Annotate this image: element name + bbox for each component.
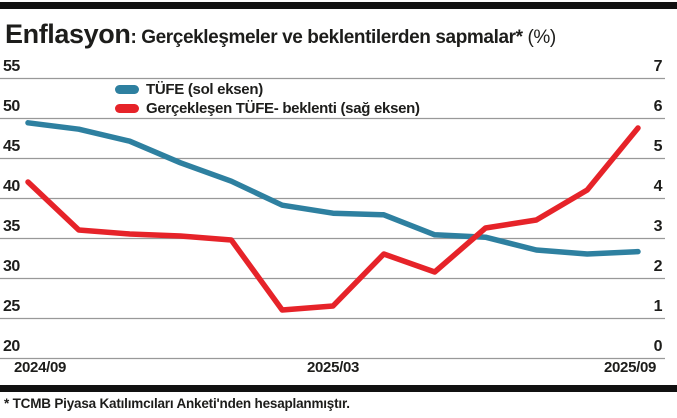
top-rule xyxy=(0,2,677,9)
right-axis-tick: 3 xyxy=(653,218,663,235)
title-separator: : xyxy=(130,27,142,48)
left-axis-tick: 50 xyxy=(3,98,20,115)
right-axis-tick: 0 xyxy=(653,338,663,355)
left-axis-tick: 45 xyxy=(3,138,20,155)
bottom-rule xyxy=(0,385,677,392)
legend-item-tufe: TÜFE (sol eksen) xyxy=(115,80,420,98)
page-title: Enflasyon: Gerçekleşmeler ve beklentiler… xyxy=(5,14,556,51)
left-axis-tick: 55 xyxy=(3,58,20,75)
title-main: Enflasyon xyxy=(5,19,131,49)
left-axis-tick: 35 xyxy=(3,218,20,235)
x-axis-tick: 2024/09 xyxy=(13,359,67,376)
x-axis-tick: 2025/03 xyxy=(306,359,360,376)
left-axis-tick: 40 xyxy=(3,178,20,195)
chart-legend: TÜFE (sol eksen) Gerçekleşen TÜFE- bekle… xyxy=(115,80,420,118)
right-axis-tick: 4 xyxy=(653,178,663,195)
legend-label-deviation: Gerçekleşen TÜFE- beklenti (sağ eksen) xyxy=(146,99,420,117)
right-axis-tick: 1 xyxy=(653,298,663,315)
right-axis-tick: 5 xyxy=(653,138,663,155)
series-line-deviation xyxy=(25,125,641,313)
series-line-tufe xyxy=(25,120,641,257)
left-axis-tick: 20 xyxy=(3,338,20,355)
right-axis-tick: 6 xyxy=(653,98,663,115)
left-axis-tick: 25 xyxy=(3,298,20,315)
right-axis-tick: 7 xyxy=(653,58,663,75)
legend-swatch-tufe xyxy=(115,84,139,94)
legend-label-tufe: TÜFE (sol eksen) xyxy=(146,80,263,98)
x-axis-tick: 2025/09 xyxy=(603,359,657,376)
title-subtitle: Gerçekleşmeler ve beklentilerden sapmala… xyxy=(141,27,523,48)
title-unit: (%) xyxy=(522,27,557,48)
right-axis-tick: 2 xyxy=(653,258,663,275)
legend-item-deviation: Gerçekleşen TÜFE- beklenti (sağ eksen) xyxy=(115,99,420,117)
footnote: * TCMB Piyasa Katılımcıları Anketi'nden … xyxy=(4,396,350,411)
left-axis-tick: 30 xyxy=(3,258,20,275)
legend-swatch-deviation xyxy=(115,103,139,113)
